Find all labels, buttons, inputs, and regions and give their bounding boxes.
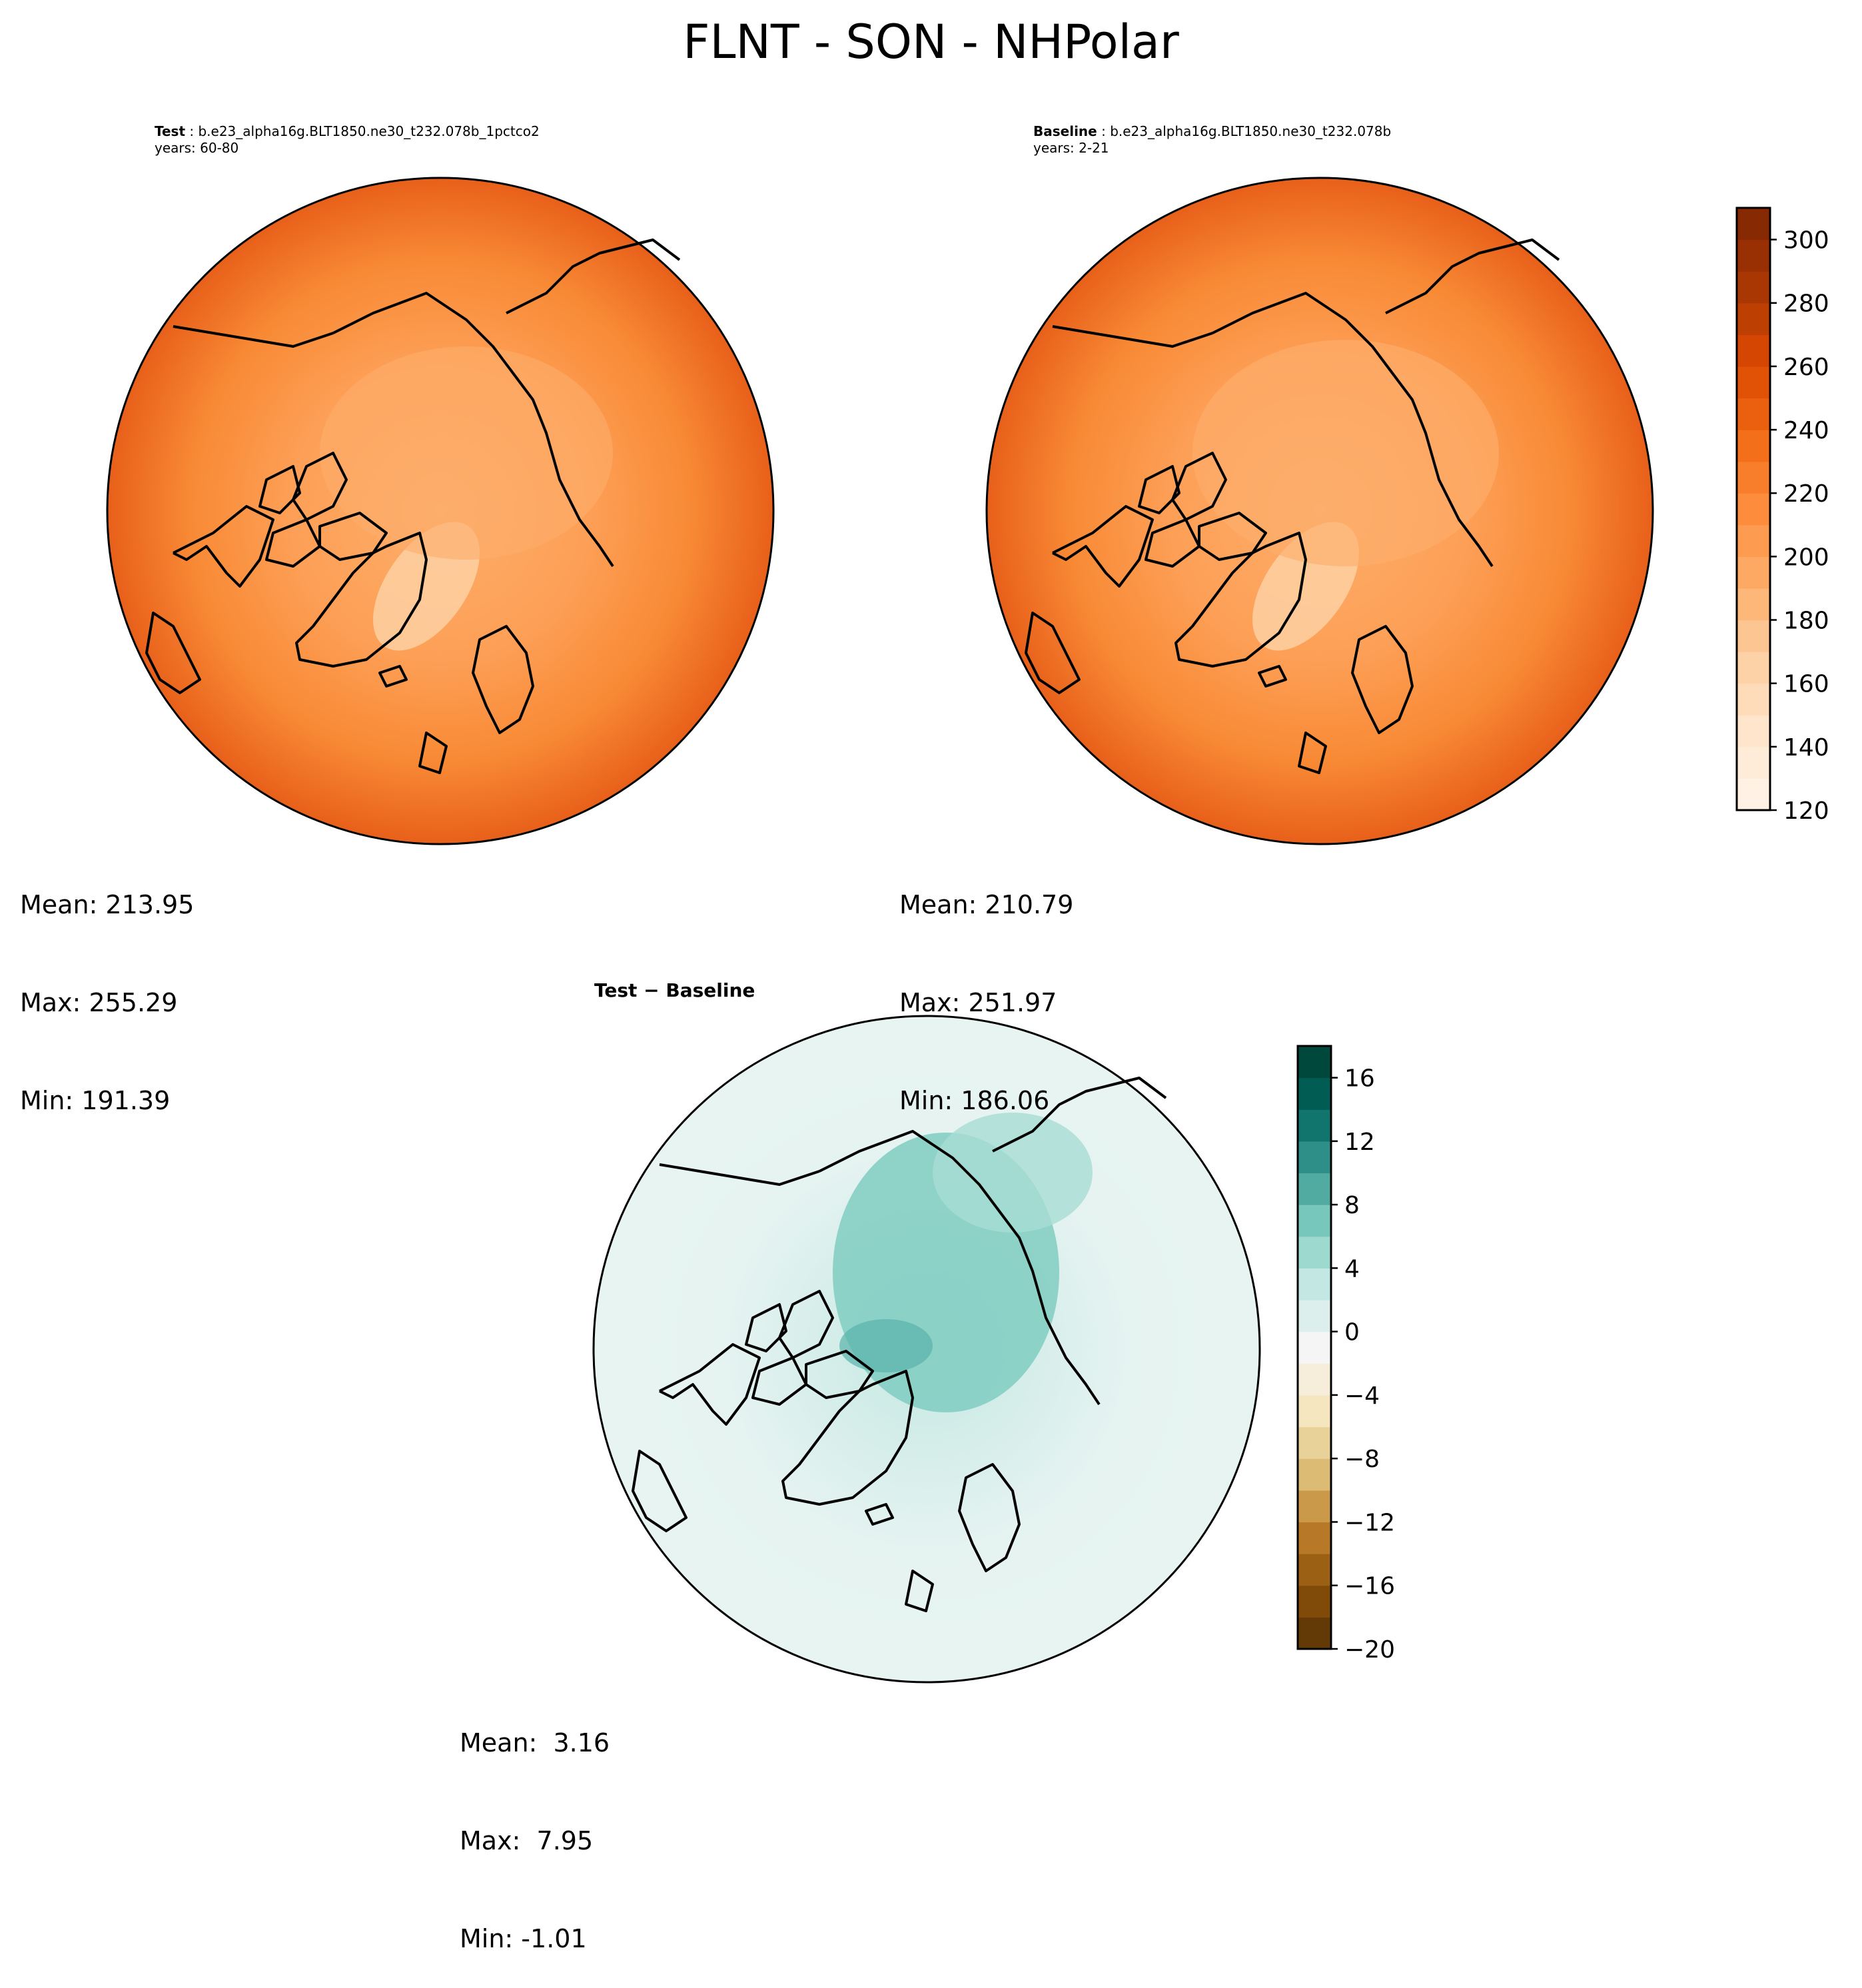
main-colorbar-tick-label: 140 bbox=[1783, 734, 1829, 761]
main-colorbar-tick-label: 300 bbox=[1783, 227, 1829, 254]
diff-colorbar-band bbox=[1298, 1300, 1331, 1332]
diff-colorbar-band bbox=[1298, 1077, 1331, 1110]
diff-colorbar-band bbox=[1298, 1617, 1331, 1650]
main-colorbar-band bbox=[1737, 334, 1770, 367]
baseline-map bbox=[985, 177, 1654, 845]
test-years: years: 60-80 bbox=[155, 140, 239, 156]
main-colorbar-frame bbox=[1735, 207, 1771, 811]
diff-max: Max: 7.95 bbox=[460, 1826, 594, 1855]
diff-colorbar-band bbox=[1298, 1141, 1331, 1174]
baseline-label: Baseline bbox=[1033, 123, 1097, 139]
main-colorbar-band bbox=[1737, 271, 1770, 304]
diff-colorbar-tick-label: 8 bbox=[1344, 1192, 1360, 1219]
diff-colorbar-band bbox=[1298, 1426, 1331, 1459]
main-colorbar-tick-label: 280 bbox=[1783, 290, 1829, 318]
main-colorbar-tick-label: 220 bbox=[1783, 480, 1829, 508]
diff-colorbar-band bbox=[1298, 1585, 1331, 1618]
diff-colorbar-tick-label: 12 bbox=[1344, 1129, 1375, 1156]
diff-siberia-patch bbox=[933, 1113, 1093, 1233]
main-colorbar-tick-label: 120 bbox=[1783, 797, 1829, 825]
diff-colorbar-tick-label: 0 bbox=[1344, 1319, 1360, 1346]
test-arctic-patch bbox=[320, 346, 613, 560]
baseline-min: Min: 186.06 bbox=[899, 1086, 1050, 1115]
test-panel-header: Test : b.e23_alpha16g.BLT1850.ne30_t232.… bbox=[155, 123, 540, 156]
diff-colorbar-band bbox=[1298, 1363, 1331, 1396]
diff-stats: Mean: 3.16 Max: 7.95 Min: -1.01 bbox=[460, 1662, 610, 1988]
main-colorbar-band bbox=[1737, 715, 1770, 747]
diff-colorbar-tick-label: 16 bbox=[1344, 1065, 1375, 1093]
main-colorbar-band bbox=[1737, 652, 1770, 684]
diff-title-test: Test bbox=[594, 979, 638, 1001]
baseline-panel-header: Baseline : b.e23_alpha16g.BLT1850.ne30_t… bbox=[1033, 123, 1392, 156]
test-mean: Mean: 213.95 bbox=[20, 890, 195, 919]
diff-colorbar-band bbox=[1298, 1554, 1331, 1586]
diff-colorbar-band bbox=[1298, 1490, 1331, 1523]
diff-colorbar-tick-label: −16 bbox=[1344, 1573, 1395, 1600]
test-min: Min: 191.39 bbox=[20, 1086, 171, 1115]
main-colorbar-band bbox=[1737, 588, 1770, 621]
diff-colorbar-band bbox=[1298, 1522, 1331, 1554]
diff-mean: Mean: 3.16 bbox=[460, 1728, 610, 1757]
main-colorbar-band bbox=[1737, 430, 1770, 462]
main-colorbar-band bbox=[1737, 620, 1770, 652]
diff-map-boundary bbox=[592, 1015, 1261, 1684]
main-colorbar-band bbox=[1737, 398, 1770, 430]
diff-min: Min: -1.01 bbox=[460, 1924, 587, 1953]
main-colorbar-tick-label: 180 bbox=[1783, 608, 1829, 635]
diff-colorbar-band bbox=[1298, 1394, 1331, 1428]
diff-map bbox=[592, 1015, 1261, 1684]
main-colorbar-tick-label: 260 bbox=[1783, 354, 1829, 381]
diff-colorbar-band bbox=[1298, 1331, 1331, 1364]
baseline-stats: Mean: 210.79 Max: 251.97 Min: 186.06 bbox=[899, 823, 1073, 1150]
test-map bbox=[106, 177, 775, 845]
diff-colorbar-band bbox=[1298, 1236, 1331, 1269]
diff-colorbar-tick-label: −20 bbox=[1344, 1636, 1395, 1664]
main-colorbar-band bbox=[1737, 239, 1770, 272]
diff-colorbar-band bbox=[1298, 1173, 1331, 1205]
baseline-years: years: 2-21 bbox=[1033, 140, 1109, 156]
main-colorbar-tick-label: 240 bbox=[1783, 417, 1829, 444]
main-colorbar-band bbox=[1737, 208, 1770, 241]
diff-strong-patch bbox=[839, 1319, 933, 1372]
test-stats: Mean: 213.95 Max: 255.29 Min: 191.39 bbox=[20, 823, 194, 1150]
main-colorbar-band bbox=[1737, 524, 1770, 557]
diff-colorbar-band bbox=[1298, 1109, 1331, 1142]
test-max: Max: 255.29 bbox=[20, 988, 178, 1017]
main-colorbar: 120 140 160 180 200 220 240 260 280 300 bbox=[1735, 207, 1829, 825]
baseline-map-boundary bbox=[985, 177, 1654, 845]
main-colorbar-tick-label: 160 bbox=[1783, 671, 1829, 698]
diff-colorbar-tick-label: −8 bbox=[1344, 1446, 1380, 1473]
diff-colorbar-tick-label: 4 bbox=[1344, 1255, 1360, 1282]
baseline-mean: Mean: 210.79 bbox=[899, 890, 1074, 919]
main-colorbar-band bbox=[1737, 366, 1770, 399]
main-colorbar-tick-label: 200 bbox=[1783, 544, 1829, 571]
diff-colorbar-band bbox=[1298, 1458, 1331, 1491]
main-colorbar-band bbox=[1737, 778, 1770, 811]
main-colorbar-band bbox=[1737, 302, 1770, 335]
test-label: Test bbox=[155, 123, 186, 139]
diff-colorbar-band bbox=[1298, 1268, 1331, 1300]
diff-colorbar-tick-label: −4 bbox=[1344, 1382, 1380, 1410]
main-colorbar-band bbox=[1737, 461, 1770, 494]
baseline-case-name: b.e23_alpha16g.BLT1850.ne30_t232.078b bbox=[1110, 123, 1392, 139]
main-colorbar-band bbox=[1737, 683, 1770, 716]
baseline-arctic-patch bbox=[1192, 340, 1499, 566]
diff-panel-title: Test − Baseline bbox=[594, 979, 755, 1001]
test-case-name: b.e23_alpha16g.BLT1850.ne30_t232.078b_1p… bbox=[198, 123, 540, 139]
diff-title-baseline: Baseline bbox=[666, 979, 755, 1001]
baseline-max: Max: 251.97 bbox=[899, 988, 1057, 1017]
main-colorbar-band bbox=[1737, 746, 1770, 779]
main-colorbar-band bbox=[1737, 493, 1770, 526]
diff-colorbar-band bbox=[1298, 1205, 1331, 1237]
diff-colorbar-frame bbox=[1296, 1045, 1332, 1650]
diff-colorbar: −20 −16 −12 −8 −4 0 4 8 12 16 bbox=[1296, 1045, 1395, 1664]
figure-title: FLNT - SON - NHPolar bbox=[683, 15, 1179, 69]
main-colorbar-band bbox=[1737, 556, 1770, 589]
test-map-boundary bbox=[106, 177, 775, 845]
diff-title-sep: − bbox=[637, 979, 666, 1001]
diff-colorbar-band bbox=[1298, 1046, 1331, 1079]
diff-colorbar-tick-label: −12 bbox=[1344, 1509, 1395, 1536]
